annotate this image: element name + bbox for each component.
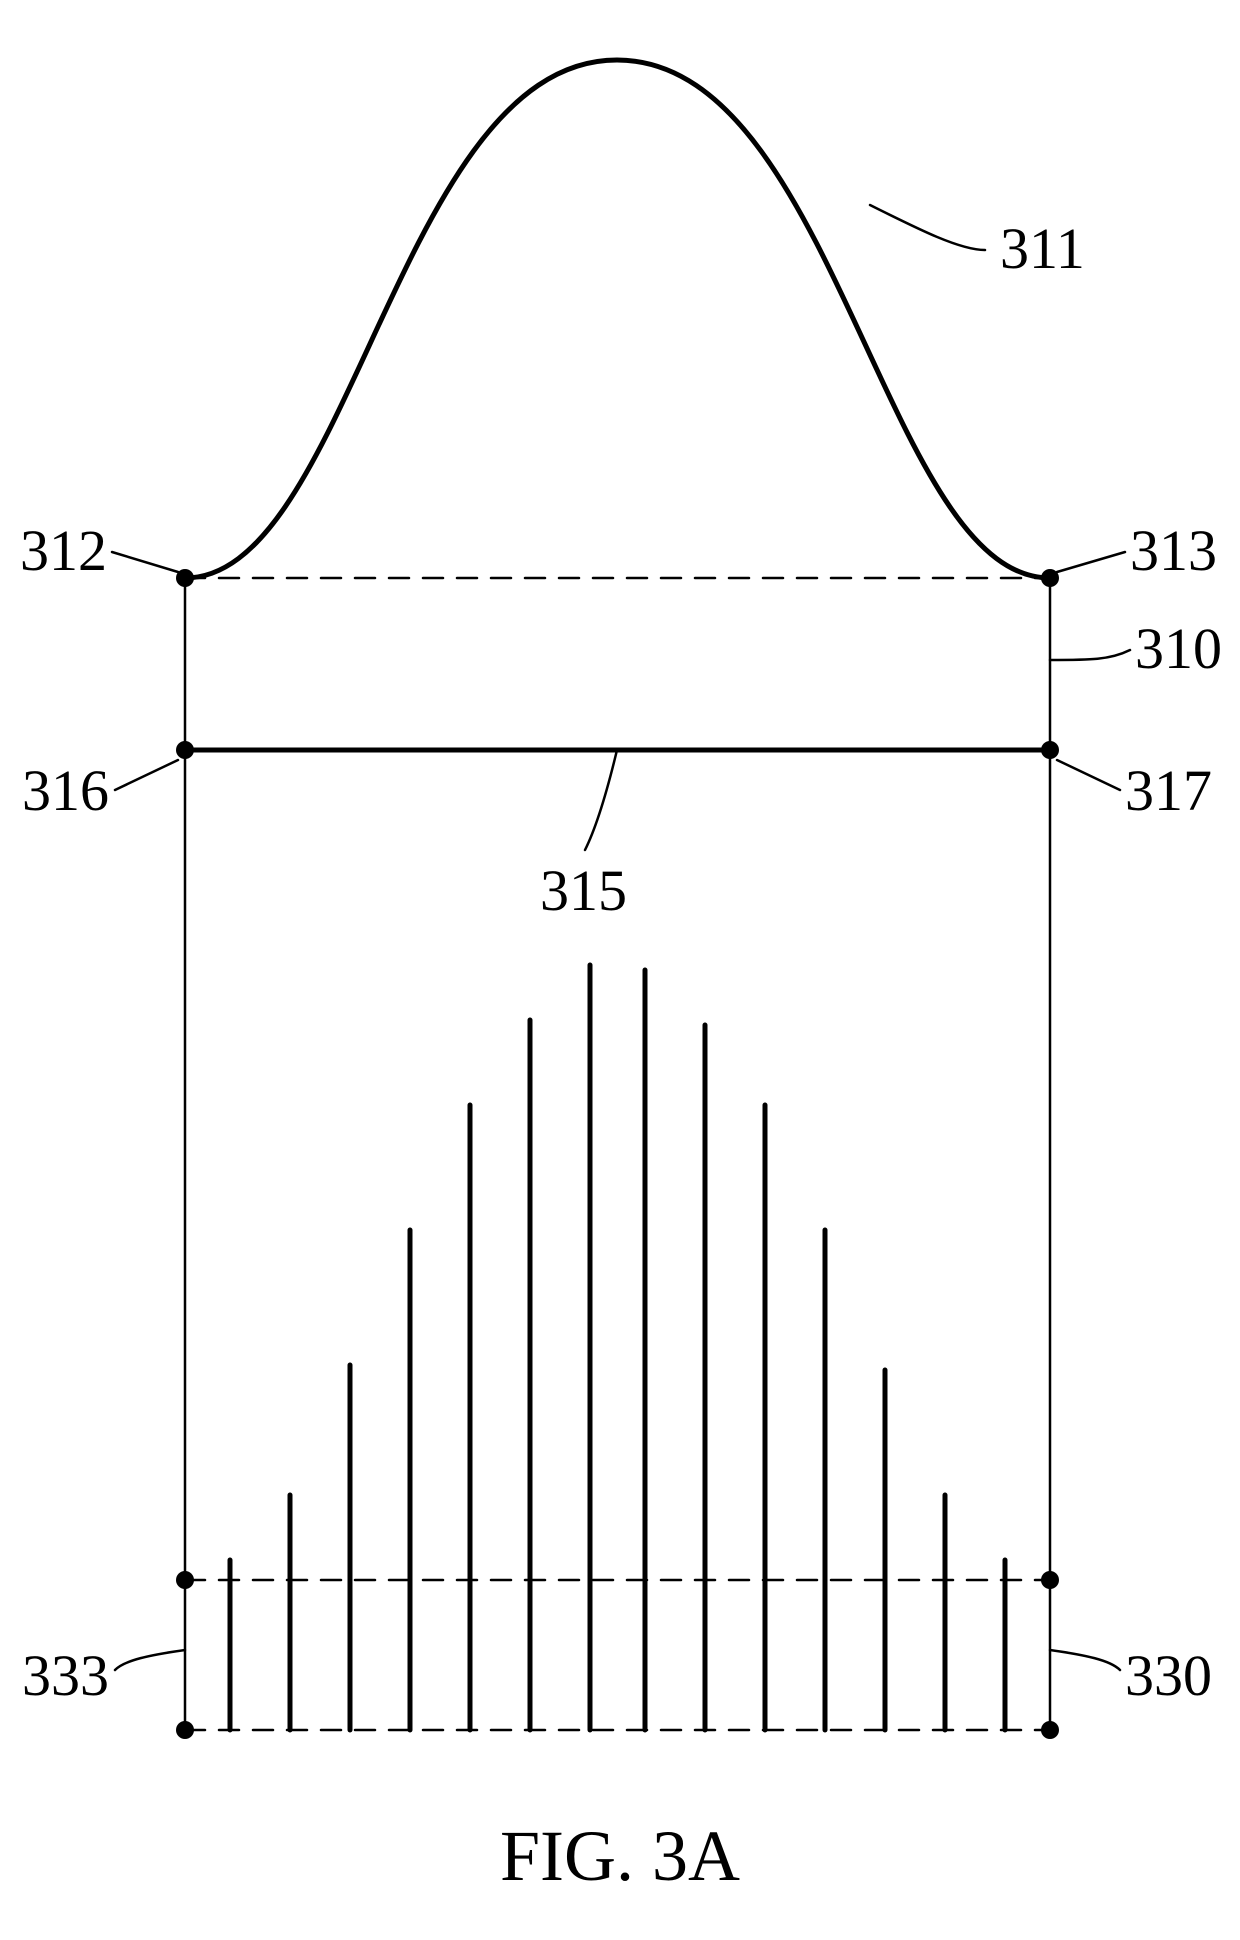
ref-label-316: 316 <box>22 758 109 823</box>
point-right-upper <box>1041 1571 1059 1589</box>
point-right-lower <box>1041 1721 1059 1739</box>
leader-310 <box>1050 650 1130 660</box>
figure-caption: FIG. 3A <box>500 1816 740 1896</box>
point-317 <box>1041 741 1059 759</box>
ref-label-330: 330 <box>1125 1643 1212 1708</box>
ref-label-311: 311 <box>1000 216 1085 281</box>
leader-317 <box>1057 760 1120 790</box>
ref-label-313: 313 <box>1130 518 1217 583</box>
leader-311 <box>870 205 985 250</box>
leader-330 <box>1050 1650 1120 1670</box>
ref-label-317: 317 <box>1125 758 1212 823</box>
leader-333 <box>115 1650 185 1670</box>
leader-316 <box>115 760 178 790</box>
leader-315 <box>585 750 617 850</box>
point-left-lower <box>176 1721 194 1739</box>
bell-curve <box>185 60 1050 578</box>
ref-label-333: 333 <box>22 1643 109 1708</box>
leader-313 <box>1057 552 1125 572</box>
leader-312 <box>112 552 178 572</box>
ref-label-312: 312 <box>20 518 107 583</box>
point-316 <box>176 741 194 759</box>
point-left-upper <box>176 1571 194 1589</box>
ref-label-310: 310 <box>1135 616 1222 681</box>
ref-label-315: 315 <box>540 858 627 923</box>
